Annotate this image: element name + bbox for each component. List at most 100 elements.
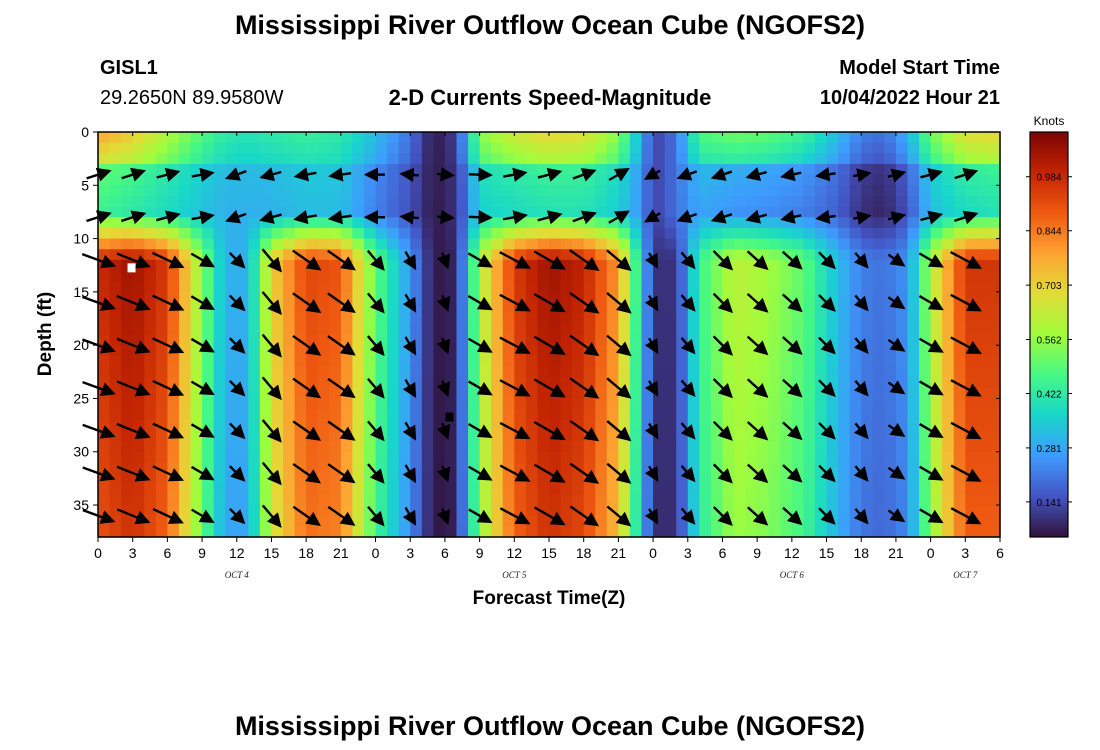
heatmap-cell: [838, 302, 851, 314]
current-vector: [366, 335, 385, 357]
y-tick-label: 20: [73, 337, 89, 353]
heatmap-cell: [225, 430, 238, 442]
heatmap-cell: [549, 494, 562, 506]
heatmap-cell: [213, 441, 226, 453]
current-vector: [712, 463, 733, 484]
heatmap-cell: [271, 526, 284, 538]
heatmap-cell: [988, 132, 1001, 144]
heatmap-cell: [283, 409, 296, 421]
heatmap-cell: [178, 217, 192, 229]
heatmap-cell: [306, 462, 319, 474]
heatmap-cell: [560, 302, 573, 314]
heatmap-cell: [236, 270, 249, 282]
heatmap-cell: [583, 441, 596, 453]
heatmap-cell: [549, 419, 562, 432]
heatmap-cell: [595, 238, 608, 250]
heatmap-cell: [907, 355, 920, 368]
current-vector: [467, 380, 493, 396]
heatmap-cell: [491, 163, 504, 176]
heatmap-cell: [942, 366, 955, 378]
heatmap-cell: [560, 206, 573, 218]
heatmap-cell: [225, 227, 238, 240]
heatmap-cell: [838, 238, 851, 250]
heatmap-cell: [202, 185, 215, 197]
heatmap-cell: [595, 462, 608, 474]
heatmap-cell: [595, 355, 608, 368]
heatmap-cell: [259, 206, 273, 218]
heatmap-cell: [294, 313, 307, 325]
heatmap-cell: [144, 313, 157, 325]
heatmap-cell: [780, 345, 793, 357]
heatmap-cell: [791, 206, 805, 218]
heatmap-cell: [248, 398, 261, 410]
heatmap-cell: [248, 473, 261, 485]
heatmap-cell: [606, 473, 619, 485]
heatmap-cell: [283, 238, 296, 250]
heatmap-cell: [491, 195, 504, 208]
heatmap-cell: [317, 398, 330, 410]
heatmap-cell: [213, 313, 226, 325]
heatmap-cell: [745, 483, 758, 495]
heatmap-cell: [155, 227, 168, 240]
heatmap-cell: [271, 281, 284, 293]
current-vector: [190, 508, 215, 523]
heatmap-cell: [757, 409, 770, 421]
heatmap-cell: [144, 132, 157, 144]
heatmap-cell: [734, 441, 747, 453]
heatmap-cell: [352, 238, 365, 250]
heatmap-cell: [641, 195, 654, 208]
x-tick-label: 15: [819, 545, 835, 561]
heatmap-cell: [178, 462, 192, 474]
heatmap-cell: [699, 377, 712, 389]
heatmap-cell: [942, 238, 955, 250]
heatmap-cell: [340, 217, 354, 229]
heatmap-cell: [283, 217, 296, 229]
heatmap-cell: [838, 259, 851, 272]
heatmap-cell: [953, 377, 966, 389]
heatmap-cell: [317, 526, 330, 538]
heatmap-cell: [884, 259, 897, 272]
heatmap-cell: [317, 174, 330, 186]
heatmap-cell: [919, 366, 932, 378]
heatmap-cell: [283, 419, 296, 432]
heatmap-cell: [814, 473, 828, 485]
current-vector: [919, 465, 944, 481]
heatmap-cell: [178, 505, 192, 517]
heatmap-cell: [387, 505, 400, 517]
heatmap-cell: [121, 494, 134, 506]
heatmap-cell: [444, 483, 458, 495]
heatmap-cell: [306, 323, 319, 336]
heatmap-cell: [549, 409, 562, 421]
heatmap-cell: [861, 142, 874, 154]
heatmap-cell: [965, 281, 978, 293]
heatmap-cell: [734, 462, 747, 474]
heatmap-cell: [491, 515, 504, 527]
heatmap-cell: [838, 270, 851, 282]
heatmap-cell: [838, 409, 851, 421]
heatmap-cell: [144, 441, 157, 453]
heatmap-cell: [202, 526, 215, 538]
heatmap-cell: [583, 227, 596, 240]
heatmap-cell: [953, 462, 966, 474]
heatmap-cell: [363, 302, 377, 314]
heatmap-cell: [606, 142, 619, 154]
heatmap-cell: [930, 323, 943, 336]
heatmap-cell: [398, 483, 411, 495]
heatmap-cell: [629, 483, 643, 495]
heatmap-cell: [468, 206, 481, 218]
heatmap-cell: [213, 483, 226, 495]
heatmap-cell: [664, 355, 677, 368]
heatmap-cell: [757, 206, 770, 218]
heatmap-cell: [259, 259, 273, 272]
heatmap-cell: [595, 163, 608, 176]
heatmap-cell: [895, 323, 909, 336]
heatmap-cell: [190, 355, 203, 368]
heatmap-cell: [421, 153, 434, 165]
heatmap-cell: [479, 398, 492, 410]
heatmap-cell: [942, 323, 955, 336]
heatmap-cell: [202, 174, 215, 186]
heatmap-cell: [468, 302, 481, 314]
heatmap-cell: [988, 206, 1001, 218]
heatmap-cell: [861, 249, 874, 261]
heatmap-cell: [514, 313, 527, 325]
